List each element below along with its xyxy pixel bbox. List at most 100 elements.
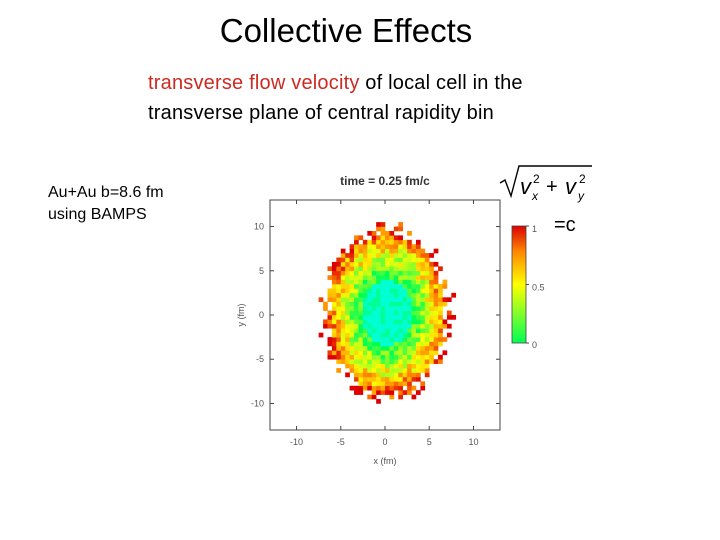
heatmap-cell <box>407 301 412 307</box>
heatmap-cell <box>415 332 421 338</box>
heatmap-cell <box>323 301 328 307</box>
heatmap-cell <box>349 341 355 347</box>
heatmap-cell <box>398 341 403 347</box>
heatmap-cell <box>393 345 399 351</box>
heatmap-cell <box>393 297 399 303</box>
heatmap-cell <box>433 315 439 320</box>
heatmap-cell <box>367 270 373 276</box>
heatmap-cell <box>380 323 386 329</box>
heatmap-cell <box>336 292 342 298</box>
heatmap-cell <box>398 270 403 276</box>
heatmap-cell <box>331 306 337 311</box>
heatmap-cell <box>380 284 386 289</box>
heatmap-cell <box>433 301 439 307</box>
heatmap-cell <box>407 297 412 303</box>
heatmap-cell <box>340 350 346 356</box>
heatmap-cell <box>420 297 426 303</box>
heatmap-cell <box>446 315 452 320</box>
heatmap-cell <box>398 315 403 320</box>
heatmap-cell <box>389 390 395 395</box>
heatmap-cell <box>398 381 403 387</box>
heatmap-cell <box>371 270 377 276</box>
heatmap-cell <box>362 239 368 245</box>
heatmap-cell <box>398 363 403 369</box>
heatmap-cell <box>420 363 426 369</box>
heatmap-cell <box>345 350 350 356</box>
heatmap-cell <box>362 354 368 360</box>
heatmap-cell <box>358 270 364 276</box>
heatmap-cell <box>415 248 421 254</box>
heatmap-cell <box>371 239 377 245</box>
heatmap-cell <box>438 341 443 347</box>
heatmap-cell <box>433 248 439 254</box>
heatmap-cell <box>376 363 381 369</box>
heatmap-cell <box>362 372 368 378</box>
heatmap-cell <box>415 279 421 285</box>
heatmap-cell <box>420 292 426 298</box>
heatmap-cell <box>336 310 342 316</box>
heatmap-cell <box>380 337 386 342</box>
velocity-formula: v 2 x + v 2 y <box>499 165 592 203</box>
heatmap-cell <box>371 381 377 387</box>
heatmap-cell <box>389 385 395 391</box>
heatmap-cell <box>331 315 337 320</box>
heatmap-cell <box>358 385 364 391</box>
heatmap-cell <box>367 354 373 360</box>
heatmap-cell <box>331 354 337 360</box>
heatmap-cell <box>438 315 443 320</box>
formula-exp-x: 2 <box>533 172 540 186</box>
heatmap-cell <box>371 328 377 333</box>
heatmap-cell <box>393 368 399 373</box>
heatmap-cell <box>411 275 417 280</box>
y-tick-label: -5 <box>256 354 264 364</box>
heatmap-cell <box>340 257 346 263</box>
heatmap-cell <box>402 244 408 249</box>
heatmap-cell <box>367 337 373 342</box>
heatmap-cell <box>433 275 439 280</box>
heatmap-cell <box>358 301 364 307</box>
sqrt-symbol <box>499 165 592 199</box>
heatmap-cell <box>385 354 390 360</box>
heatmap-cell <box>340 266 346 272</box>
heatmap-cell <box>345 319 350 325</box>
heatmap-cell <box>398 297 403 303</box>
heatmap-cell <box>424 257 430 263</box>
heatmap-cell <box>393 248 399 254</box>
heatmap-cell <box>429 332 434 338</box>
heatmap-cell <box>415 319 421 325</box>
heatmap-cell <box>402 381 408 387</box>
heatmap-cell <box>327 337 333 342</box>
heatmap-cell <box>398 292 403 298</box>
heatmap-cell <box>389 230 395 236</box>
heatmap-cell <box>371 394 377 400</box>
heatmap-cell <box>380 332 386 338</box>
heatmap-cell <box>442 323 448 329</box>
heatmap-cell <box>358 279 364 285</box>
heatmap-cell <box>389 372 395 378</box>
heatmap-cell <box>349 297 355 303</box>
y-axis-label: y (fm) <box>236 304 246 327</box>
heatmap-cell <box>336 279 342 285</box>
heatmap-cell <box>345 301 350 307</box>
heatmap-cell <box>385 385 390 391</box>
heatmap-cell <box>438 328 443 333</box>
heatmap-cell <box>402 315 408 320</box>
heatmap-cell <box>429 301 434 307</box>
heatmap-cell <box>349 253 355 258</box>
heatmap-cell <box>393 310 399 316</box>
heatmap-cell <box>398 239 403 245</box>
heatmap-cell <box>345 372 350 378</box>
heatmap-cell <box>420 288 426 294</box>
heatmap-cell <box>336 315 342 320</box>
heatmap-cell <box>376 381 381 387</box>
heatmap-cell <box>331 319 337 325</box>
heatmap-cell <box>371 292 377 298</box>
heatmap-cell <box>407 332 412 338</box>
heatmap-cell <box>354 350 359 356</box>
heatmap-cell <box>415 292 421 298</box>
heatmap-cell <box>424 301 430 307</box>
slide-title: Collective Effects <box>219 12 473 49</box>
heatmap-cell <box>398 275 403 280</box>
heatmap-cell <box>345 332 350 338</box>
heatmap-cell <box>429 275 434 280</box>
